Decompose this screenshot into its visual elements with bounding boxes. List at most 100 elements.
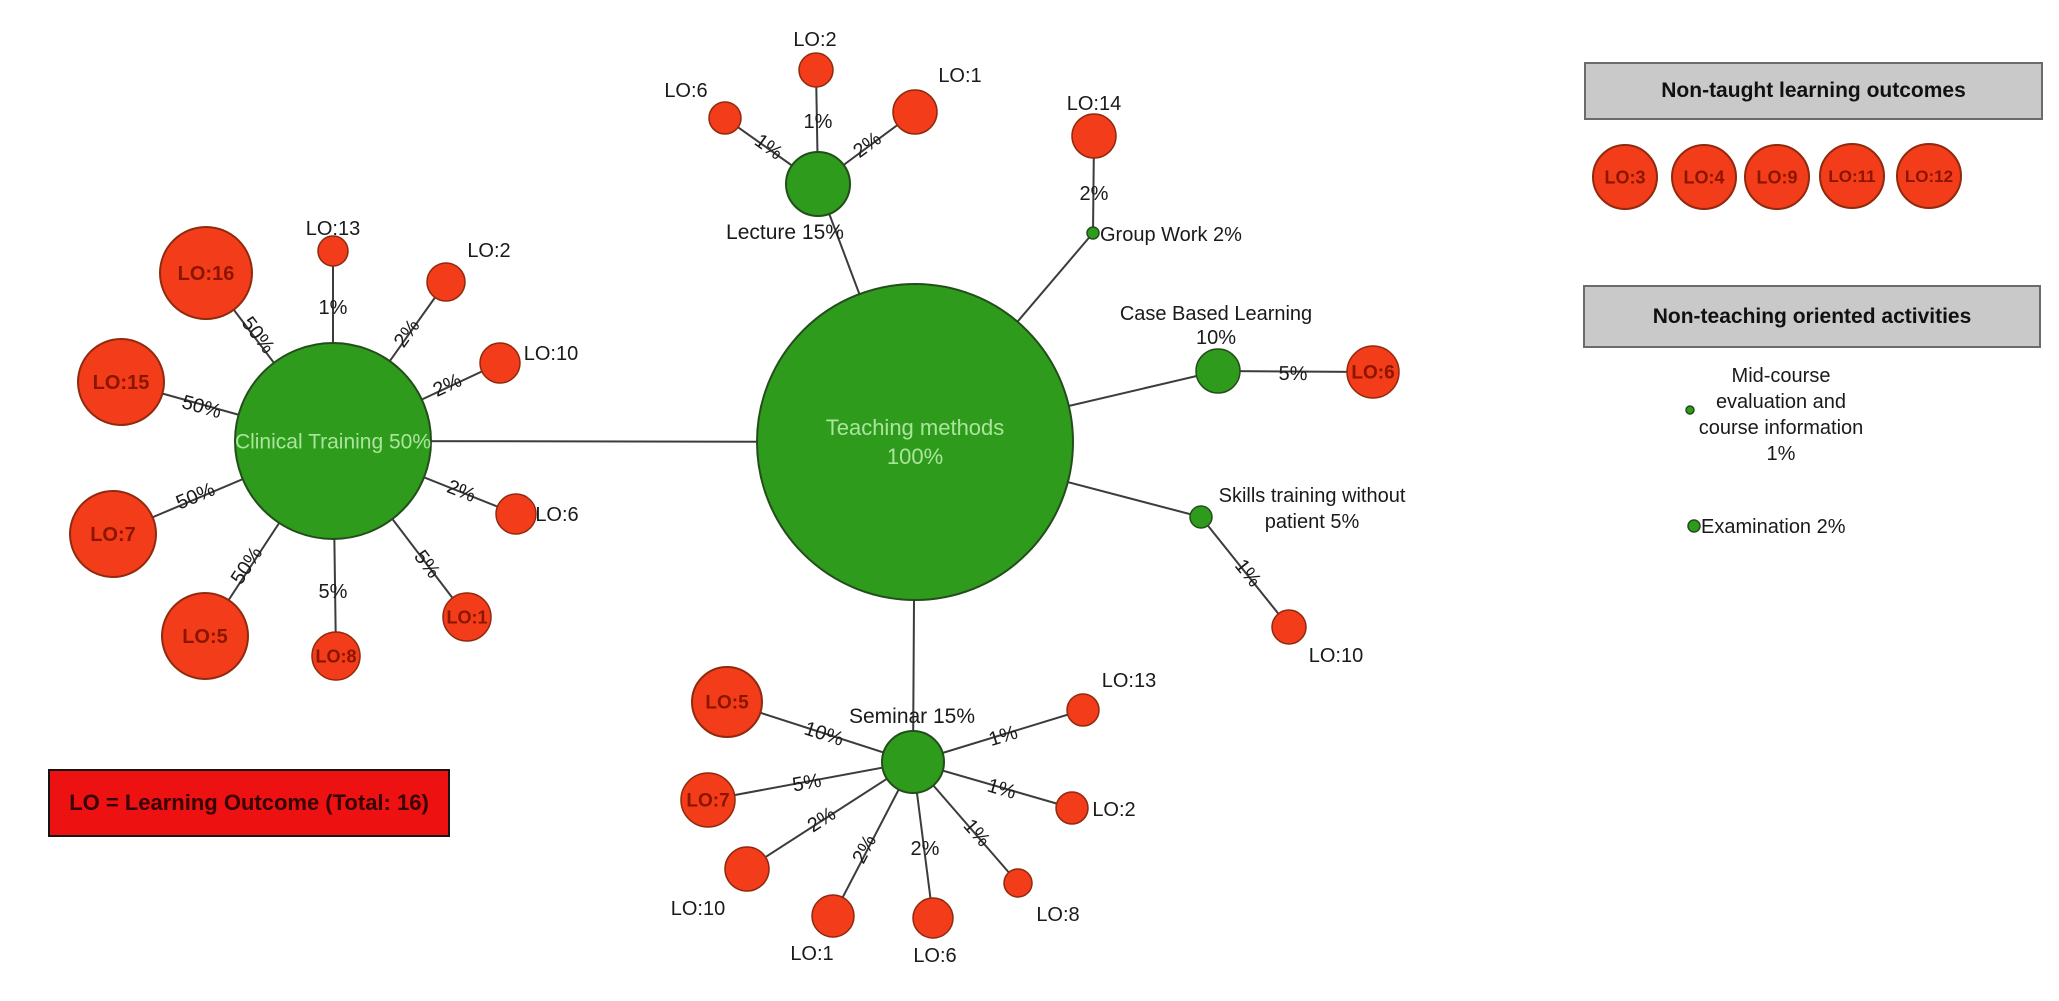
node-lo2le [798, 52, 834, 88]
node-lo2cl [426, 262, 466, 302]
node-clinical [234, 342, 432, 540]
node-label-lo8se: LO:8 [1036, 904, 1079, 926]
node-lo1cl [442, 592, 492, 642]
node-lo13se [1066, 693, 1100, 727]
node-lo3nt [1592, 144, 1658, 210]
edge-skills-lo10sk [1200, 516, 1290, 628]
edge-label-casebased-lo6cb: 5% [1279, 363, 1308, 385]
node-label-lo4nt: LO:4 [1683, 167, 1724, 187]
node-lo15cl [77, 338, 165, 426]
node-lo7se [680, 772, 736, 828]
edge-label-clinical-lo7cl: 50% [173, 478, 219, 514]
node-casebased [1195, 348, 1241, 394]
node-label-lo11nt: LO:11 [1828, 167, 1875, 186]
node-label-lo15cl: LO:15 [93, 372, 150, 394]
node-lo8cl [311, 631, 361, 681]
node-label-clinical: Clinical Training 50% [235, 430, 431, 453]
edge-label-clinical-lo13cl: 1% [319, 297, 348, 319]
node-label-lo7cl: LO:7 [90, 524, 136, 546]
node-label-lo2se: LO:2 [1092, 799, 1135, 821]
node-skills [1189, 505, 1213, 529]
edge-label-seminar-lo13se: 1% [986, 721, 1020, 751]
node-lo8se [1003, 868, 1033, 898]
node-lo5cl [161, 592, 249, 680]
node-label-lo16cl: LO:16 [178, 263, 235, 285]
non-teaching-header: Non-teaching oriented activities [1583, 285, 2041, 348]
node-lo13cl [317, 235, 349, 267]
node-lo6le [708, 101, 742, 135]
edge-label-clinical-lo16cl: 50% [237, 313, 279, 358]
node-lo16cl [159, 226, 253, 320]
node-lo12nt [1896, 143, 1962, 209]
node-label-lo6le: LO:6 [664, 80, 707, 102]
edge-label-clinical-lo1cl: 5% [409, 546, 444, 582]
lo-legend-box: LO = Learning Outcome (Total: 16) [48, 769, 450, 837]
node-label-lo2le: LO:2 [793, 29, 836, 51]
node-label-lo5cl: LO:5 [182, 626, 228, 648]
node-lo6se [912, 897, 954, 939]
node-label-midcourse: Mid-course evaluation and course informati… [1699, 365, 1864, 465]
node-label-lo13se: LO:13 [1102, 670, 1156, 692]
edge-label-clinical-lo8cl: 5% [319, 581, 348, 603]
node-lo1se [811, 894, 855, 938]
node-exam [1687, 519, 1701, 533]
edge-label-clinical-lo6cl: 2% [444, 476, 479, 507]
node-label-lo7se: LO:7 [686, 791, 729, 812]
node-label-lo6cb: LO:6 [1351, 363, 1394, 384]
node-label-lo6se: LO:6 [913, 945, 956, 967]
node-seminar [881, 730, 945, 794]
node-lo5se [691, 666, 763, 738]
edge-label-seminar-lo7se: 5% [791, 770, 824, 797]
node-lo7cl [69, 490, 157, 578]
node-lo2se [1055, 791, 1089, 825]
node-label-lo14gw: LO:14 [1067, 93, 1121, 115]
edge-label-groupwork-lo14gw: 2% [1080, 183, 1109, 205]
non-taught-header: Non-taught learning outcomes [1584, 62, 2043, 120]
non-taught-header-label: Non-taught learning outcomes [1661, 79, 1966, 102]
edge-label-lecture-lo6le: 1% [750, 130, 786, 165]
node-label-lo10cl: LO:10 [524, 343, 578, 365]
node-label-lo9nt: LO:9 [1756, 167, 1797, 187]
node-label-lo10sk: LO:10 [1309, 645, 1363, 667]
node-midcourse [1685, 405, 1695, 415]
node-lo6cl [495, 493, 537, 535]
node-label-lo8cl: LO:8 [315, 646, 356, 666]
node-label-lo13cl: LO:13 [306, 218, 360, 240]
node-label-lo12nt: LO:12 [1905, 167, 1953, 186]
node-label-seminar: Seminar 15% [849, 705, 975, 728]
node-label-teaching: Teaching methods 100% [826, 415, 1005, 469]
node-label-lo1se: LO:1 [790, 943, 833, 965]
edge-label-seminar-lo2se: 1% [985, 775, 1019, 804]
node-label-lo2cl: LO:2 [467, 240, 510, 262]
edge-seminar-lo7se [707, 761, 914, 801]
edge-label-seminar-lo1se: 2% [848, 831, 881, 867]
edge-label-lecture-lo2le: 1% [804, 111, 833, 133]
node-lo10cl [479, 342, 521, 384]
node-label-lo10se: LO:10 [671, 898, 725, 920]
node-lo11nt [1819, 143, 1885, 209]
edge-label-seminar-lo10se: 2% [804, 803, 840, 837]
node-lo1le [892, 89, 938, 135]
node-lo9nt [1744, 144, 1810, 210]
node-label-lecture: Lecture 15% [726, 221, 844, 244]
node-label-lo6cl: LO:6 [535, 504, 578, 526]
node-label-casebased: Case Based Learning 10% [1120, 303, 1312, 349]
edge-label-clinical-lo10cl: 2% [430, 369, 466, 401]
node-label-lo1le: LO:1 [938, 65, 981, 87]
edge-label-seminar-lo6se: 2% [911, 838, 940, 860]
node-groupwork [1086, 226, 1100, 240]
node-label-lo5se: LO:5 [705, 693, 749, 714]
edge-label-seminar-lo5se: 10% [801, 718, 846, 751]
node-lecture [785, 151, 851, 217]
node-label-lo1cl: LO:1 [446, 607, 487, 627]
node-lo10sk [1271, 609, 1307, 645]
node-lo10se [724, 846, 770, 892]
node-teaching [756, 283, 1074, 601]
edge-label-clinical-lo15cl: 50% [179, 391, 224, 423]
node-label-lo3nt: LO:3 [1604, 167, 1645, 187]
node-lo14gw [1071, 113, 1117, 159]
non-teaching-header-label: Non-teaching oriented activities [1652, 304, 1972, 328]
lo-legend-label: LO = Learning Outcome (Total: 16) [69, 790, 429, 815]
